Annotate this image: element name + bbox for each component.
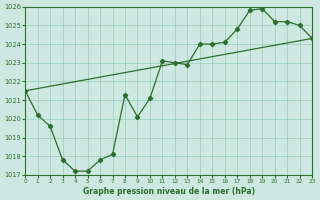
X-axis label: Graphe pression niveau de la mer (hPa): Graphe pression niveau de la mer (hPa) bbox=[83, 187, 255, 196]
